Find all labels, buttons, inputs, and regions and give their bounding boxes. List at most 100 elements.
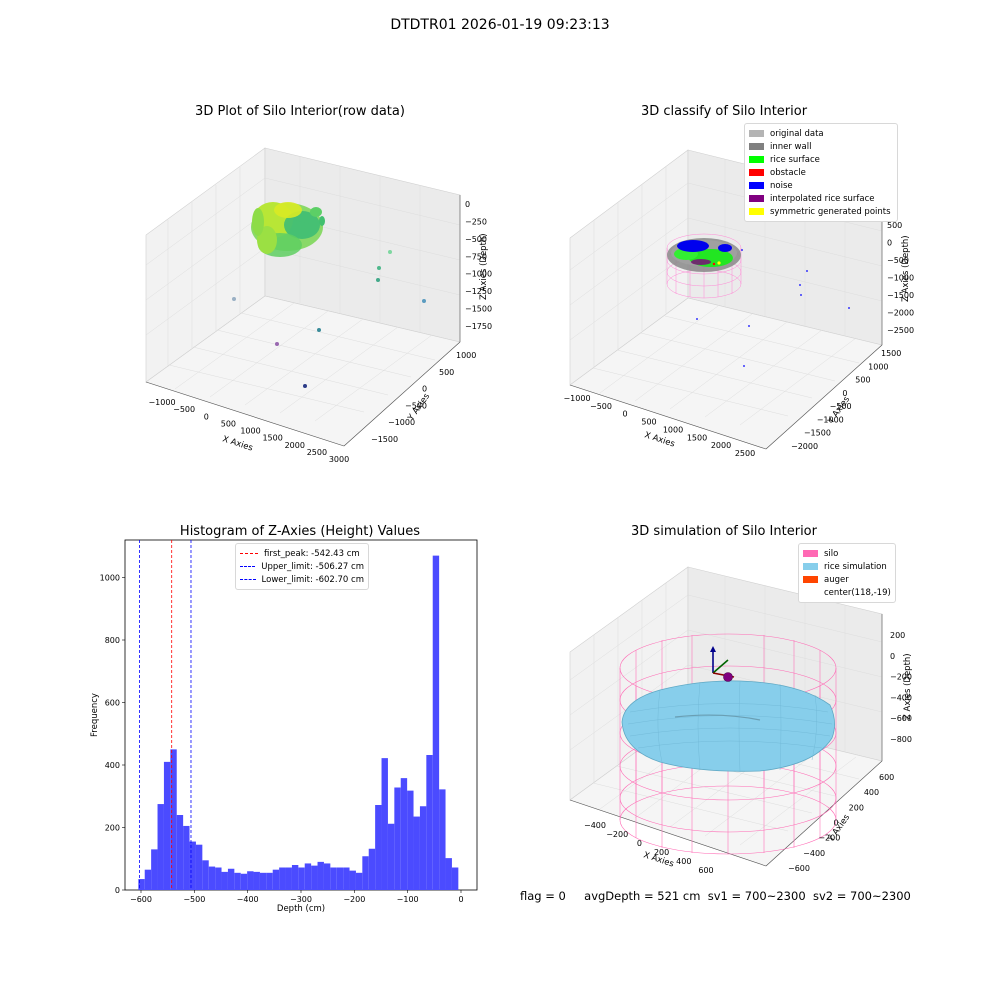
panel2-y-tick: 1000 — [868, 362, 888, 371]
panel4-rice-surface — [621, 680, 835, 773]
legend-label: inner wall — [770, 141, 812, 152]
panel1-z-tick: −1750 — [465, 322, 492, 331]
panel1-z-tick: −750 — [465, 252, 487, 261]
panel1-z-tick: −500 — [465, 235, 487, 244]
panel4-y-tick: −400 — [803, 849, 825, 858]
histogram-bar — [298, 867, 305, 890]
legend-swatch — [803, 589, 818, 596]
panel4-z-tick: 200 — [890, 631, 905, 640]
panel4-y-tick: 0 — [834, 819, 839, 828]
legend-label: rice surface — [770, 154, 820, 165]
panel1-y-tick: −500 — [405, 401, 427, 410]
panel3-y-tick: 600 — [105, 699, 120, 708]
histogram-bar — [151, 849, 158, 890]
panel1-z-tick: −1500 — [465, 305, 492, 314]
histogram-bar — [432, 555, 440, 890]
status-avg-depth: avgDepth = 521 cm — [584, 889, 701, 903]
histogram-bar — [368, 848, 376, 890]
panel2-y-tick: −1000 — [817, 415, 844, 424]
panel4-auger — [710, 646, 735, 682]
histogram-bar — [285, 867, 292, 890]
histogram-bar — [349, 870, 356, 890]
panel2-z-tick: 0 — [887, 239, 892, 248]
histogram-bar — [426, 755, 433, 890]
histogram-bar — [317, 861, 324, 890]
status-line: flag = 0 avgDepth = 521 cm sv1 = 700~230… — [520, 889, 911, 903]
panel4-y-tick: 600 — [879, 773, 894, 782]
panel3-title: Histogram of Z-Axies (Height) Values — [179, 524, 421, 539]
histogram-bar — [170, 749, 177, 890]
legend-label: symmetric generated points — [770, 206, 891, 217]
panel3-y-tick: 800 — [105, 636, 120, 645]
legend-swatch — [749, 182, 764, 189]
panel1-x-tick: 500 — [221, 419, 236, 428]
panel3-x-tick: −600 — [130, 895, 152, 904]
panel1-z-ticks: 0 −250 −500 −750 −1000 −1250 −1500 −1750 — [465, 200, 492, 331]
panel2-title: 3D classify of Silo Interior — [640, 104, 808, 119]
panel2-x-tick: 1000 — [663, 425, 683, 434]
histogram-bar — [266, 872, 273, 890]
legend-item-original-data: original data — [749, 127, 893, 140]
panel1-x-tick: 0 — [204, 412, 209, 421]
panel4-x-ticks: −400−200 0 200 400 600 — [584, 821, 714, 875]
panel1-y-tick: 1000 — [456, 351, 476, 360]
legend-item-interpolated: interpolated rice surface — [749, 192, 893, 205]
panel4-legend: silo rice simulation auger center(118,-1… — [798, 543, 896, 603]
legend-label: auger — [824, 574, 849, 585]
legend-item-symmetric: symmetric generated points — [749, 205, 893, 218]
histogram-bar — [336, 867, 344, 890]
legend-swatch — [749, 143, 764, 150]
legend-item-inner-wall: inner wall — [749, 140, 893, 153]
legend-item-rice-simulation: rice simulation — [803, 560, 891, 573]
panel4-x-tick: 600 — [698, 866, 713, 875]
panel3-y-tick: 400 — [105, 761, 120, 770]
histogram-bar — [138, 879, 145, 890]
panel2-z-tick: 500 — [887, 221, 902, 230]
figure-title: DTDTR01 2026-01-19 09:23:13 — [390, 17, 610, 33]
legend-label: center(118,-19) — [824, 587, 891, 598]
histogram-bar — [355, 872, 363, 890]
legend-item-center: center(118,-19) — [803, 586, 891, 599]
legend-label: obstacle — [770, 167, 806, 178]
panel3-y-tick: 1000 — [100, 574, 120, 583]
panel4-z-tick: −400 — [890, 693, 912, 702]
panel4-z-ticks: 200 0 −200 −400 −600 −800 — [890, 631, 912, 744]
legend-item-noise: noise — [749, 179, 893, 192]
legend-line — [240, 566, 256, 567]
histogram-bar — [144, 869, 152, 890]
panel1-x-tick: 1000 — [240, 427, 260, 436]
legend-swatch — [803, 563, 818, 570]
histogram-bar — [272, 869, 280, 890]
panel2-x-tick: 500 — [641, 418, 656, 427]
histogram-bar — [330, 867, 337, 890]
panel4-center-marker — [723, 672, 733, 682]
panel1-xlabel: X Axies — [221, 434, 254, 453]
panel1-x-tick: 2000 — [285, 441, 305, 450]
legend-item-obstacle: obstacle — [749, 166, 893, 179]
panel4-z-tick: −200 — [890, 673, 912, 682]
histogram-bar — [202, 860, 209, 890]
panel2-y-tick: −2000 — [791, 442, 818, 451]
panel2-z-ticks: 500 0 −500 −1000 −1500 −2000 −2500 — [887, 221, 914, 335]
panel2-z-tick: −2500 — [887, 326, 914, 335]
histogram-bar — [157, 804, 164, 890]
histogram-bar — [394, 787, 401, 890]
histogram-bar — [381, 758, 388, 890]
legend-item-auger: auger — [803, 573, 891, 586]
histogram-bar — [451, 867, 459, 890]
panel2-legend: original data inner wall rice surface ob… — [744, 123, 898, 222]
status-sv2: sv2 = 700~2300 — [812, 889, 911, 903]
histogram-bar — [221, 871, 228, 890]
panel4-x-tick: 400 — [676, 857, 691, 866]
panel2-x-tick: 0 — [622, 410, 627, 419]
panel2-z-tick: −1500 — [887, 291, 914, 300]
panel3-x-tick: 0 — [458, 895, 463, 904]
histogram-bar — [304, 863, 312, 890]
status-flag: flag = 0 — [520, 889, 566, 903]
histogram-bar — [163, 761, 171, 890]
panel2-x-tick: −1000 — [563, 394, 590, 403]
panel4-x-tick: 0 — [637, 839, 642, 848]
panel3-axes: −600 −500 −400 −300 −200 −100 0 0 200 400 600 800 1… — [90, 539, 478, 914]
